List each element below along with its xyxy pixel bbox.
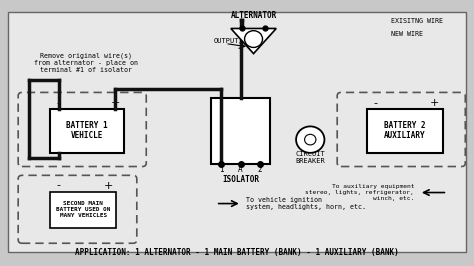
Text: BATTERY 1
VEHICLE: BATTERY 1 VEHICLE: [66, 121, 108, 140]
Text: +: +: [103, 181, 113, 190]
Text: OUTPUT: OUTPUT: [213, 38, 239, 44]
Text: +: +: [429, 98, 439, 108]
Text: NEW WIRE: NEW WIRE: [391, 31, 423, 37]
Text: CIRCUIT
BREAKER: CIRCUIT BREAKER: [295, 151, 325, 164]
Text: -: -: [57, 98, 61, 108]
Bar: [367, 109, 443, 153]
Circle shape: [305, 134, 316, 145]
Text: 1: 1: [219, 165, 224, 174]
Text: EXISITNG WIRE: EXISITNG WIRE: [391, 18, 443, 23]
Bar: [211, 98, 270, 164]
Circle shape: [245, 31, 263, 47]
Text: -: -: [374, 98, 377, 108]
Text: A: A: [238, 165, 243, 174]
Text: Remove original wire(s)
from alternator - place on
terminal #1 of isolator: Remove original wire(s) from alternator …: [34, 52, 138, 73]
Text: ALTERNATOR: ALTERNATOR: [230, 11, 277, 20]
Text: To auxiliary equipment
stereo, lights, refrigerator,
winch, etc.: To auxiliary equipment stereo, lights, r…: [305, 184, 414, 201]
Bar: [50, 109, 124, 153]
Text: SECOND MAIN
BATTERY USED ON
MANY VEHICLES: SECOND MAIN BATTERY USED ON MANY VEHICLE…: [56, 201, 110, 218]
Text: To vehicle ignition
system, headlights, horn, etc.: To vehicle ignition system, headlights, …: [246, 197, 366, 210]
Text: BATTERY 2
AUXILIARY: BATTERY 2 AUXILIARY: [384, 121, 426, 140]
Circle shape: [296, 126, 324, 153]
Text: 2: 2: [257, 165, 262, 174]
Bar: [50, 192, 117, 228]
Text: APPLICATION: 1 ALTERNATOR - 1 MAIN BATTERY (BANK) - 1 AUXILIARY (BANK): APPLICATION: 1 ALTERNATOR - 1 MAIN BATTE…: [75, 248, 399, 257]
Text: -: -: [57, 181, 61, 190]
Text: +: +: [110, 98, 120, 108]
Polygon shape: [231, 28, 276, 54]
Text: ISOLATOR: ISOLATOR: [222, 175, 259, 184]
